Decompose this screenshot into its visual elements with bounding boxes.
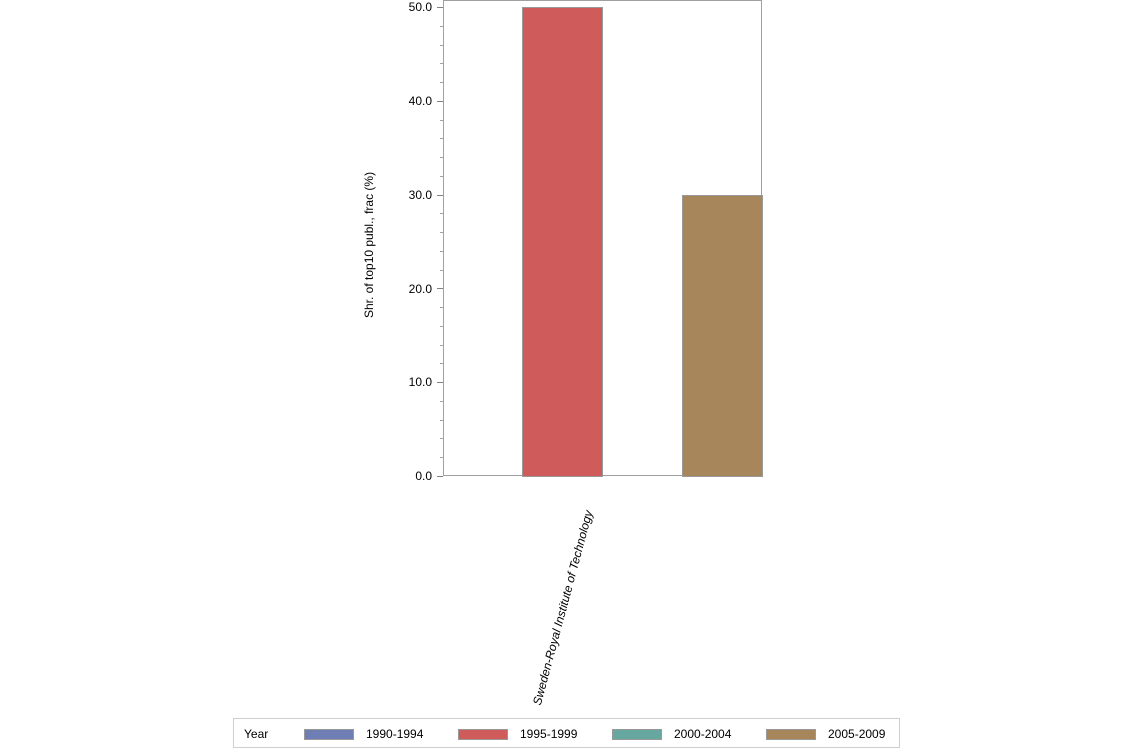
x-category-label: Sweden-Royal Institute of Technology [530,508,596,707]
y-minor-tick [440,120,443,121]
y-axis-title: Shr. of top10 publ., frac (%) [362,171,376,318]
legend-item-2000-2004: 2000-2004 [612,727,731,741]
y-major-tick [437,476,443,477]
y-tick-label: 40.0 [408,94,432,108]
y-minor-tick [440,45,443,46]
bar-2005-2009 [682,195,763,477]
y-minor-tick [440,251,443,252]
legend-label: 2005-2009 [828,727,886,741]
legend-swatch [612,728,662,740]
legend-item-2005-2009: 2005-2009 [766,727,885,741]
y-tick-label: 20.0 [408,282,432,296]
y-minor-tick [440,176,443,177]
legend-swatch [766,728,816,740]
y-minor-tick [440,307,443,308]
y-major-tick [437,288,443,289]
legend-item-1995-1999: 1995-1999 [458,727,577,741]
legend-label: 2000-2004 [674,727,732,741]
y-minor-tick [440,270,443,271]
legend-swatch [304,728,354,740]
y-minor-tick [440,326,443,327]
legend-label: 1990-1994 [366,727,424,741]
y-tick-label: 50.0 [408,0,432,14]
legend-title: Year [244,727,269,741]
y-minor-tick [440,26,443,27]
y-tick-label: 30.0 [408,188,432,202]
y-major-tick [437,382,443,383]
y-minor-tick [440,63,443,64]
y-minor-tick [440,82,443,83]
y-major-tick [437,101,443,102]
y-major-tick [437,7,443,8]
legend-label: 1995-1999 [520,727,578,741]
y-minor-tick [440,157,443,158]
y-minor-tick [440,457,443,458]
y-minor-tick [440,138,443,139]
bar-1995-1999 [522,7,603,477]
legend: Year 1990-1994 1995-1999 2000-2004 2005-… [233,718,900,748]
y-tick-label: 10.0 [408,375,432,389]
y-minor-tick [440,345,443,346]
legend-item-1990-1994: 1990-1994 [304,727,423,741]
y-minor-tick [440,438,443,439]
legend-swatch [458,728,508,740]
y-minor-tick [440,213,443,214]
y-tick-label: 0.0 [415,469,432,483]
y-minor-tick [440,363,443,364]
y-major-tick [437,195,443,196]
y-minor-tick [440,232,443,233]
y-minor-tick [440,420,443,421]
y-minor-tick [440,401,443,402]
